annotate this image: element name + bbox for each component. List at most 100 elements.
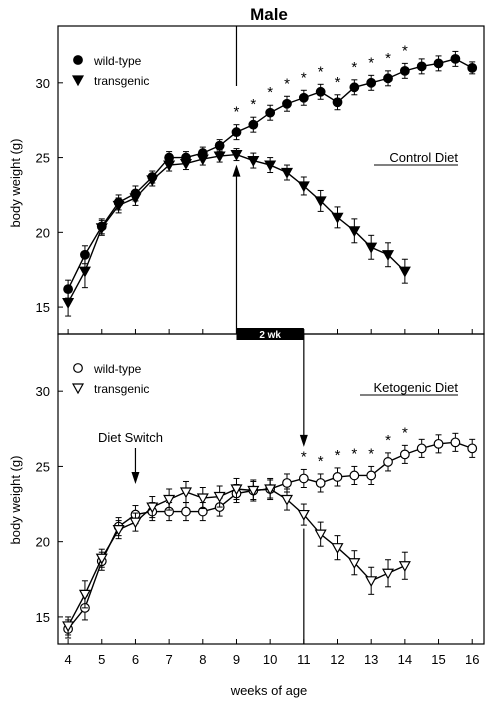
data-point — [280, 494, 294, 506]
x-tick-label: 6 — [132, 652, 139, 667]
significance-star: * — [267, 84, 273, 101]
legend-label: transgenic — [94, 74, 149, 88]
x-tick-label: 7 — [166, 652, 173, 667]
significance-star: * — [234, 104, 240, 121]
data-point — [163, 160, 176, 172]
data-point — [297, 509, 310, 521]
y-tick-label: 25 — [36, 151, 50, 166]
legend-marker — [73, 55, 83, 65]
y-axis-label-top: body weight (g) — [8, 139, 23, 228]
legend-label: transgenic — [94, 382, 149, 396]
y-tick-label: 20 — [36, 535, 50, 550]
series-transgenic — [62, 477, 411, 636]
data-point — [163, 494, 176, 506]
data-point — [181, 506, 191, 517]
significance-star: * — [335, 447, 341, 464]
data-point — [230, 149, 243, 161]
significance-star: * — [318, 63, 324, 80]
data-point — [365, 576, 378, 588]
x-tick-label: 12 — [330, 652, 344, 667]
x-tick-label: 16 — [465, 652, 479, 667]
significance-star: * — [351, 59, 357, 76]
week11-arrow-head — [299, 434, 308, 447]
x-axis-label: weeks of age — [230, 683, 308, 698]
data-point — [298, 92, 309, 103]
data-point — [264, 160, 277, 172]
annotations: 2 wk Diet Switch — [98, 26, 308, 644]
data-point — [231, 127, 242, 138]
x-tick-label: 14 — [398, 652, 412, 667]
data-point — [365, 242, 378, 254]
significance-star: * — [301, 448, 307, 465]
y-tick-label: 30 — [36, 76, 50, 91]
data-point — [315, 86, 326, 97]
data-point — [450, 437, 461, 448]
data-point — [433, 58, 444, 69]
data-point — [383, 73, 393, 84]
data-point — [467, 62, 478, 73]
data-point — [247, 485, 260, 497]
data-point — [265, 107, 276, 118]
legend-marker — [71, 383, 85, 395]
y-tick-label: 20 — [36, 225, 50, 240]
significance-star: * — [402, 424, 408, 441]
significance-star: * — [368, 445, 374, 462]
x-tick-label: 8 — [199, 652, 206, 667]
data-point — [348, 226, 361, 238]
data-point — [112, 525, 125, 536]
data-point — [332, 472, 343, 482]
x-tick-label: 5 — [98, 652, 105, 667]
figure-title: Male — [250, 5, 288, 24]
x-tick-label: 9 — [233, 652, 240, 667]
data-point — [280, 167, 294, 179]
significance-star: * — [402, 42, 408, 59]
y-tick-label: 25 — [36, 459, 50, 474]
data-point — [416, 61, 427, 72]
data-point — [247, 155, 260, 167]
legend: wild-type transgenic — [71, 54, 149, 88]
data-point — [450, 53, 461, 64]
data-point — [382, 250, 395, 261]
data-point — [314, 196, 327, 208]
significance-star: * — [385, 432, 391, 449]
data-point — [398, 266, 411, 278]
data-point — [179, 158, 192, 170]
data-point — [62, 298, 75, 309]
data-point — [348, 558, 361, 569]
y-tick-label: 15 — [36, 610, 50, 625]
y-tick-label: 15 — [36, 300, 50, 315]
data-point — [383, 457, 393, 467]
data-point — [315, 478, 326, 488]
data-point — [399, 65, 410, 76]
data-point — [95, 223, 108, 235]
data-point — [95, 553, 108, 565]
data-point — [129, 517, 142, 529]
legend-label: wild-type — [93, 54, 142, 68]
x-tick-label: 13 — [364, 652, 378, 667]
data-point — [366, 470, 377, 481]
data-point — [214, 140, 225, 151]
data-point — [78, 589, 91, 601]
series-transgenic — [62, 148, 411, 317]
data-point — [416, 443, 427, 454]
data-point — [331, 212, 344, 224]
significance-star: * — [335, 74, 341, 91]
data-point — [433, 438, 444, 449]
data-point — [196, 493, 209, 505]
y-axis-label-bottom: body weight (g) — [8, 456, 23, 545]
panel-top: 15 20 25 30 * * * * * * * * * * * wild-type transgenic Co… — [36, 25, 485, 335]
series-wild-type — [63, 432, 478, 639]
data-point — [332, 97, 343, 108]
data-point — [349, 82, 360, 93]
plot-layer: 15 20 25 30 * * * * * * * * * * * wild-type transgenic Co… — [36, 25, 485, 667]
data-point — [213, 491, 226, 503]
data-point — [179, 487, 192, 499]
week9-arrow-head — [232, 164, 241, 177]
data-point — [196, 154, 209, 166]
data-point — [146, 502, 159, 514]
data-point — [398, 561, 411, 572]
x-tick-label: 11 — [297, 652, 311, 667]
data-point — [297, 181, 310, 193]
data-point — [366, 77, 377, 88]
legend-label: wild-type — [93, 362, 142, 376]
